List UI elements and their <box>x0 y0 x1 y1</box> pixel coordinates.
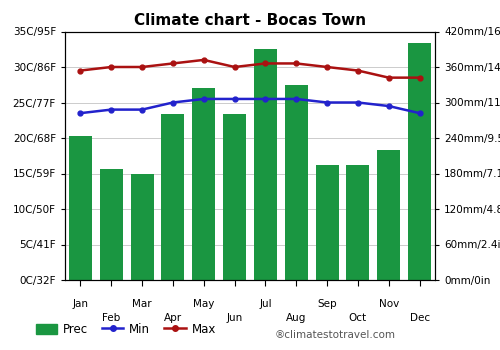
Text: Mar: Mar <box>132 300 152 309</box>
Bar <box>408 43 431 280</box>
Bar <box>284 85 308 280</box>
Title: Climate chart - Bocas Town: Climate chart - Bocas Town <box>134 13 366 28</box>
Text: Apr: Apr <box>164 313 182 323</box>
Bar <box>377 150 400 280</box>
Text: May: May <box>193 300 214 309</box>
Bar <box>100 169 123 280</box>
Text: Jun: Jun <box>226 313 242 323</box>
Text: Aug: Aug <box>286 313 306 323</box>
Bar <box>192 88 216 280</box>
Bar <box>223 114 246 280</box>
Legend: Prec, Min, Max: Prec, Min, Max <box>31 318 220 341</box>
Text: Sep: Sep <box>318 300 337 309</box>
Bar <box>130 174 154 280</box>
Bar <box>69 136 92 280</box>
Text: Dec: Dec <box>410 313 430 323</box>
Bar <box>162 114 184 280</box>
Bar <box>254 49 277 280</box>
Text: Jan: Jan <box>72 300 88 309</box>
Text: Oct: Oct <box>349 313 367 323</box>
Text: Nov: Nov <box>378 300 399 309</box>
Text: ®climatestotravel.com: ®climatestotravel.com <box>275 329 396 340</box>
Text: Feb: Feb <box>102 313 120 323</box>
Bar <box>316 164 338 280</box>
Text: Jul: Jul <box>259 300 272 309</box>
Bar <box>346 164 370 280</box>
